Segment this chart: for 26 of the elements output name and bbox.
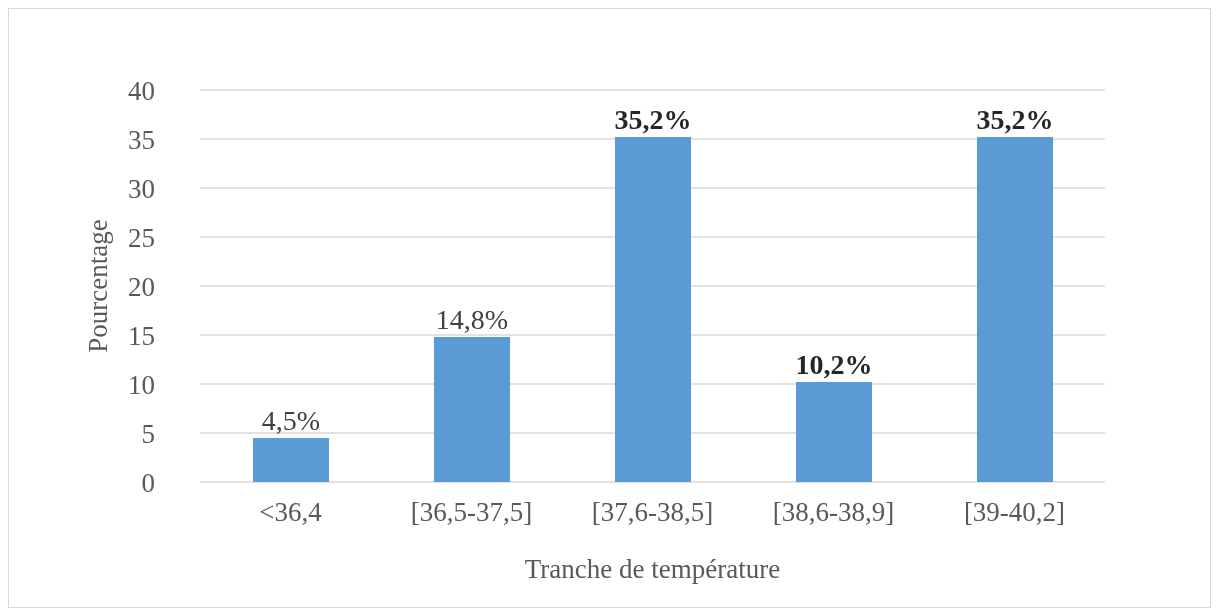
x-axis-title: Tranche de température <box>524 554 781 584</box>
y-tick-label: 35 <box>128 124 155 155</box>
data-label: 10,2% <box>795 349 873 381</box>
y-tick-label: 30 <box>128 173 155 204</box>
y-axis-title: Pourcentage <box>82 219 113 353</box>
bar <box>977 137 1053 482</box>
data-label: 14,8% <box>435 303 509 335</box>
bar <box>434 336 510 482</box>
y-tick-label: 10 <box>128 369 155 400</box>
y-tick-label: 0 <box>141 467 155 498</box>
bar <box>253 437 329 482</box>
data-label: 35,2% <box>614 104 692 136</box>
y-tick-label: 25 <box>128 222 155 253</box>
y-tick-label: 5 <box>141 418 155 449</box>
x-tick-label: [39-40,2] <box>963 497 1066 528</box>
x-tick-label: [37,6-38,5] <box>591 497 714 528</box>
x-tick-label: [38,6-38,9] <box>772 497 895 528</box>
x-tick-label: [36,5-37,5] <box>410 497 533 528</box>
data-label: 4,5% <box>261 404 321 436</box>
data-label: 35,2% <box>976 104 1054 136</box>
bar <box>796 382 872 482</box>
y-tick-label: 40 <box>128 75 155 106</box>
y-tick-label: 20 <box>128 271 155 302</box>
bar <box>615 137 691 482</box>
y-tick-label: 15 <box>128 320 155 351</box>
x-tick-label: <36,4 <box>259 497 323 528</box>
